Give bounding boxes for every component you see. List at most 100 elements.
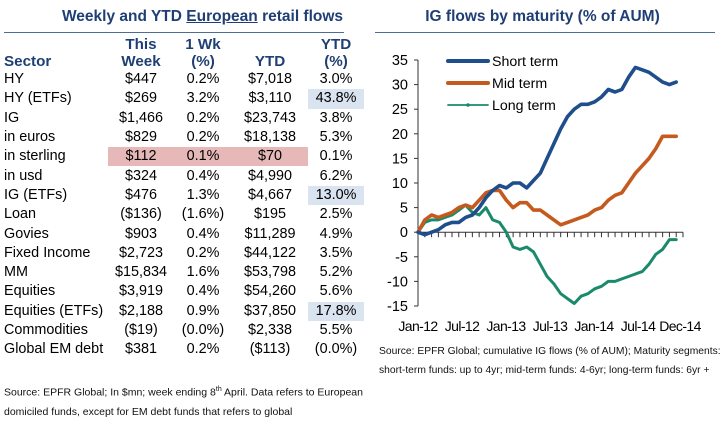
ig-flows-chart: 35 30 25 20 15 10 5 0 -5 -10 -15 Jan-12 Jul-12 Jan-13… [387, 53, 702, 334]
table-row: in euros $829 0.2% $18,138 5.3% [4, 128, 364, 147]
table-header-row: Sector This Week 1 Wk (%) YTD YTD (%) [4, 36, 364, 70]
header-ytd: YTD [254, 53, 286, 70]
1wk-pct-cell: 3.2% [186, 90, 220, 107]
ytd-pct-cell: 43.8% [308, 89, 364, 109]
this-week-cell: $3,919 [118, 283, 163, 300]
header-1wk-pct: 1 Wk (%) [185, 36, 221, 70]
x-tick-label: Jul-14 [621, 318, 656, 334]
chart-source-note: Source: EPFR Global; cumulative IG flows… [379, 346, 721, 376]
table-row: Equities $3,919 0.4% $54,260 5.6% [4, 282, 364, 301]
1wk-pct-cell: 0.2% [186, 341, 220, 358]
this-week-cell: $447 [124, 71, 157, 88]
1wk-pct-cell: 0.2% [186, 71, 220, 88]
this-week-cell: ($19) [124, 322, 158, 338]
ytd-pct-cell: 3.5% [319, 244, 353, 261]
table-title-pre: Weekly and YTD [61, 8, 187, 25]
ytd-pct-cell: 4.9% [319, 225, 353, 242]
x-tick-label: Jul-13 [533, 318, 568, 334]
table-title: Weekly and YTD European retail flows [40, 8, 365, 26]
sector-cell: Fixed Income [4, 244, 91, 261]
series-line-long-term [416, 203, 678, 305]
table-row: in usd $324 0.4% $4,990 6.2% [4, 166, 364, 185]
header-ytd-pct: YTD (%) [320, 36, 352, 70]
ytd-pct-cell: 5.3% [319, 129, 353, 146]
ytd-cell: $44,122 [243, 244, 297, 261]
table-row: Fixed Income $2,723 0.2% $44,122 3.5% [4, 244, 364, 263]
this-week-cell: $903 [124, 225, 157, 242]
flows-table: Sector This Week 1 Wk (%) YTD YTD (%) HY $44… [4, 36, 364, 359]
table-row: HY (ETFs) $269 3.2% $3,110 43.8% [4, 89, 364, 109]
table-row: Govies $903 0.4% $11,289 4.9% [4, 224, 364, 243]
sector-cell: in euros [4, 129, 56, 146]
ytd-cell: $37,850 [243, 302, 297, 319]
ytd-cell: $4,667 [247, 186, 292, 203]
ytd-cell: $18,138 [243, 129, 297, 146]
legend-label: Mid term [492, 76, 547, 92]
series-line-mid-term [416, 134, 679, 234]
1wk-pct-cell: 0.2% [186, 129, 220, 146]
table-row: Global EM debt $381 0.2% ($113) (0.0%) [4, 340, 364, 359]
sector-cell: in usd [4, 167, 43, 184]
sector-cell: Govies [4, 225, 49, 242]
ytd-pct-cell: 3.8% [319, 109, 353, 126]
1wk-pct-cell: 0.9% [186, 302, 220, 319]
sector-cell: IG (ETFs) [4, 186, 68, 203]
sector-cell: Global EM debt [4, 341, 104, 358]
ytd-pct-cell: (0.0%) [314, 341, 358, 358]
x-tick-label: Jul-12 [445, 318, 480, 334]
ytd-cell: $195 [253, 206, 286, 223]
table-row: HY $447 0.2% $7,018 3.0% [4, 70, 364, 89]
table-row: IG $1,466 0.2% $23,743 3.8% [4, 109, 364, 128]
ytd-pct-cell: 5.6% [319, 283, 353, 300]
ytd-cell: $23,743 [243, 109, 297, 126]
table-row: Equities (ETFs) $2,188 0.9% $37,850 17.8% [4, 301, 364, 321]
1wk-pct-cell: (1.6%) [181, 206, 225, 223]
this-week-cell: $2,188 [118, 302, 163, 319]
sector-cell: IG [4, 109, 20, 126]
sector-cell: Commodities [4, 322, 88, 338]
header-sector: Sector [4, 53, 52, 70]
y-tick-label: 25 [392, 102, 408, 118]
table-row: Commodities ($19) (0.0%) $2,338 5.5% [4, 321, 364, 340]
table-title-rule [4, 32, 344, 33]
table-row: in sterling $112 0.1% $70 0.1% [4, 147, 364, 167]
y-tick-label: -15 [387, 299, 408, 315]
ytd-cell: $11,289 [244, 225, 296, 242]
ytd-cell: $70 [232, 147, 308, 167]
sector-cell: Loan [4, 206, 37, 223]
x-tick-label: Jan-14 [574, 318, 614, 334]
ytd-cell: $3,110 [248, 90, 292, 107]
x-tick-label: Jan-13 [486, 318, 526, 334]
table-source-note: Source: EPFR Global; In $mn; week ending… [4, 386, 363, 418]
ytd-pct-cell: 13.0% [308, 185, 364, 206]
y-tick-label: 20 [392, 127, 408, 143]
ytd-pct-cell: 6.2% [319, 167, 353, 184]
sector-cell: MM [4, 264, 28, 281]
1wk-pct-cell: 1.6% [186, 264, 220, 281]
ytd-cell: $54,260 [243, 283, 297, 300]
sector-cell: in sterling [4, 148, 66, 165]
y-tick-label: 5 [400, 201, 408, 217]
y-tick-label: -5 [395, 250, 408, 266]
this-week-cell: $381 [124, 341, 157, 358]
this-week-cell: ($136) [120, 206, 162, 223]
legend-label: Long term [492, 98, 556, 114]
this-week-cell: $2,723 [118, 244, 163, 261]
table-row: IG (ETFs) $476 1.3% $4,667 13.0% [4, 185, 364, 206]
y-tick-label: 15 [392, 151, 408, 167]
header-this-week: This Week [121, 36, 161, 70]
sector-cell: Equities [4, 283, 56, 300]
table-row: Loan ($136) (1.6%) $195 2.5% [4, 205, 364, 224]
1wk-pct-cell: 0.4% [186, 225, 220, 242]
ytd-pct-cell: 2.5% [319, 206, 353, 223]
sector-cell: Equities (ETFs) [4, 302, 104, 319]
y-tick-label: -10 [387, 274, 408, 290]
1wk-pct-cell: 0.4% [186, 283, 220, 300]
y-tick-label: 35 [392, 53, 408, 69]
ytd-cell: $53,798 [243, 264, 297, 281]
table-title-underlined: European [186, 8, 258, 25]
this-week-cell: $324 [124, 167, 157, 184]
1wk-pct-cell: 0.1% [174, 147, 232, 167]
this-week-cell: $829 [124, 129, 157, 146]
y-tick-label: 10 [392, 176, 408, 192]
